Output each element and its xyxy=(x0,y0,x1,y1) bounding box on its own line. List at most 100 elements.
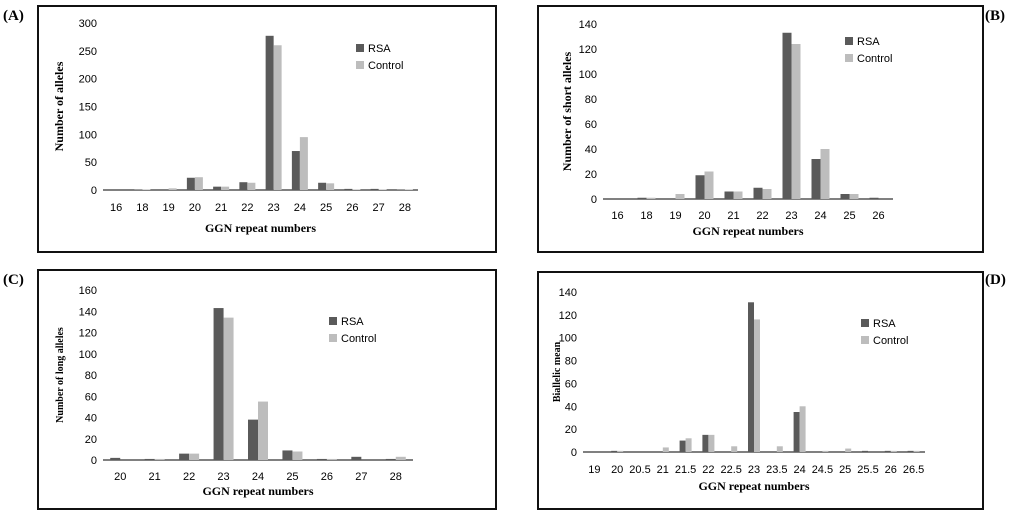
panel-c-frame xyxy=(37,269,497,510)
panel-c-bar-rsa xyxy=(179,453,190,461)
panel-d-bar-control xyxy=(913,450,920,452)
panel-c-y-tick-label: 80 xyxy=(85,370,97,382)
panel-a-x-tick-label: 21 xyxy=(215,202,227,214)
panel-c-bar-control xyxy=(154,458,165,460)
panel-b-bar-control xyxy=(820,149,830,199)
panel-d-bar-control xyxy=(799,406,806,452)
panel-b-x-tick-label: 26 xyxy=(872,210,884,222)
panel-d-x-tick-label: 25 xyxy=(839,464,851,476)
panel-b-bar-rsa xyxy=(869,197,879,199)
panel-b-y-tick-label: 20 xyxy=(585,169,597,181)
panel-d-y-tick-label: 80 xyxy=(565,356,577,368)
panel-d-bar-control xyxy=(685,438,692,452)
panel-b-x-tick-label: 20 xyxy=(698,210,710,222)
panel-a-bar-control xyxy=(273,45,282,190)
panel-a-bar-control xyxy=(299,137,308,190)
panel-d-bar-control xyxy=(708,434,715,452)
panel-b-y-axis-title: Number of short alleles xyxy=(560,51,574,171)
panel-d-x-tick-label: 22.5 xyxy=(720,464,741,476)
panel-b-bar-control xyxy=(849,194,859,199)
panel-b-x-tick-label: 24 xyxy=(814,210,826,222)
panel-b-frame xyxy=(537,5,984,253)
panel-b-y-tick-label: 40 xyxy=(585,144,597,156)
panel-a-bar-control xyxy=(194,177,203,190)
panel-b-x-tick-label: 18 xyxy=(640,210,652,222)
panel-c-y-tick-label: 0 xyxy=(91,455,97,467)
panel-a-bar-rsa xyxy=(344,188,353,190)
panel-a-bar-rsa xyxy=(291,151,300,190)
panel-a-x-tick-label: 22 xyxy=(241,202,253,214)
panel-d-x-tick-label: 21.5 xyxy=(675,464,696,476)
panel-b-bar-rsa xyxy=(811,159,821,199)
panel-a-bar-rsa xyxy=(318,182,327,190)
panel-a-y-tick-label: 200 xyxy=(79,74,97,86)
panel-a-y-tick-label: 50 xyxy=(85,157,97,169)
panel-c-y-tick-label: 100 xyxy=(79,349,97,361)
panel-a-bar-control xyxy=(352,189,361,190)
panel-a-y-axis-title: Number of alleles xyxy=(52,61,66,151)
panel-b-legend-label-control: Control xyxy=(857,53,892,65)
panel-d-x-tick-label: 23 xyxy=(748,464,760,476)
panel-b-bar-control xyxy=(733,191,743,199)
panel-a-y-tick-label: 100 xyxy=(79,129,97,141)
panel-a-bar-control xyxy=(142,189,151,190)
panel-c-bar-control xyxy=(326,458,337,460)
panel-c-x-tick-label: 26 xyxy=(321,471,333,483)
panel-d-legend-label-control: Control xyxy=(873,335,908,347)
panel-a-x-tick-label: 16 xyxy=(110,202,122,214)
panel-d-bar-control xyxy=(845,448,852,452)
panel-c-bar-rsa xyxy=(144,458,155,460)
panel-c-y-axis-title: Number of long alleles xyxy=(55,327,66,423)
panel-c-bar-control xyxy=(189,453,200,461)
panel-a-x-tick-label: 24 xyxy=(294,202,306,214)
panel-b-bar-rsa xyxy=(637,197,647,199)
panel-a-bar-rsa xyxy=(213,186,222,190)
panel-d-bar-rsa xyxy=(884,450,891,452)
panel-d-y-tick-label: 0 xyxy=(571,447,577,459)
panel-b-y-tick-label: 80 xyxy=(585,94,597,106)
panel-a-bar-rsa xyxy=(134,189,143,190)
panel-b-legend-swatch-rsa xyxy=(845,37,853,45)
panel-c-x-tick-label: 27 xyxy=(355,471,367,483)
panel-c-legend-swatch-rsa xyxy=(329,317,337,325)
panel-d-bar-control xyxy=(822,450,829,452)
panel-b-x-tick-label: 19 xyxy=(669,210,681,222)
panel-c-x-axis-title: GGN repeat numbers xyxy=(202,484,313,498)
panel-c-x-tick-label: 24 xyxy=(252,471,264,483)
panel-c-bar-rsa xyxy=(282,450,293,460)
panel-a-bar-control xyxy=(326,183,335,190)
panel-c-bar-control xyxy=(292,451,303,460)
panel-c-y-tick-label: 20 xyxy=(85,434,97,446)
panel-a-legend-swatch-control xyxy=(356,61,364,69)
panel-b-y-tick-label: 100 xyxy=(579,69,597,81)
panel-d-bar-rsa xyxy=(702,434,709,452)
panel-d-x-tick-label: 20.5 xyxy=(629,464,650,476)
panel-c-bar-rsa xyxy=(385,458,396,460)
panel-b-bar-control xyxy=(646,197,656,199)
panel-b-bar-control xyxy=(791,44,801,199)
panel-a-bar-control xyxy=(168,188,177,190)
panel-d-y-axis-title: Biallelic mean xyxy=(552,341,563,402)
panel-d-label: (D) xyxy=(985,272,1006,288)
panel-b-bar-rsa xyxy=(782,32,792,199)
panel-d-bar-control xyxy=(890,450,897,452)
panel-d-frame xyxy=(537,271,984,510)
panel-d-bar-control xyxy=(754,319,760,452)
panel-d-x-tick-label: 24 xyxy=(793,464,805,476)
panel-a-x-axis-title: GGN repeat numbers xyxy=(205,221,316,235)
panel-b-x-tick-label: 23 xyxy=(785,210,797,222)
panel-d-x-tick-label: 22 xyxy=(702,464,714,476)
panel-a-bar-rsa xyxy=(396,189,405,190)
panel-d-x-tick-label: 26 xyxy=(885,464,897,476)
panel-b-x-tick-label: 25 xyxy=(843,210,855,222)
panel-a-bar-rsa xyxy=(239,182,248,190)
panel-a-x-tick-label: 26 xyxy=(346,202,358,214)
panel-d-bar-rsa xyxy=(611,450,618,452)
panel-a-bar-control xyxy=(247,182,256,190)
panel-d-bar-control xyxy=(617,450,624,452)
panel-c-x-tick-label: 20 xyxy=(114,471,126,483)
panel-a-x-tick-label: 18 xyxy=(136,202,148,214)
panel-c-x-tick-label: 22 xyxy=(183,471,195,483)
panel-d-bar-rsa xyxy=(907,450,914,452)
panel-b-x-axis-title: GGN repeat numbers xyxy=(692,224,803,238)
